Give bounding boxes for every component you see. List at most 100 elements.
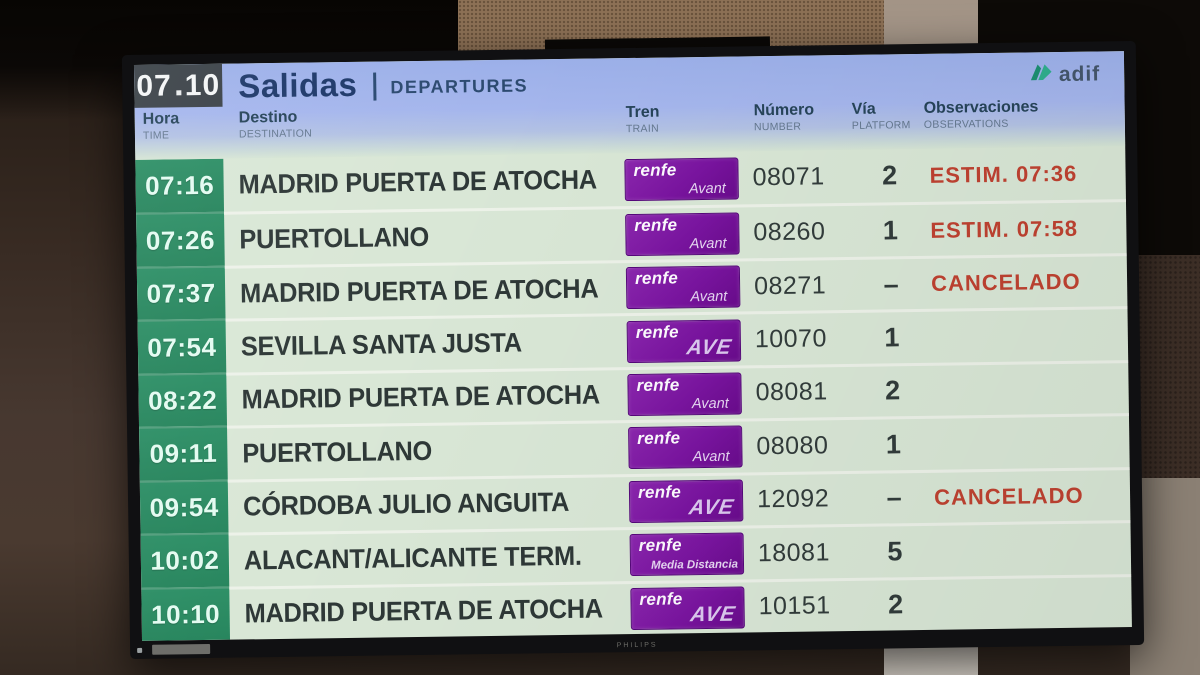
- destination-cell: SEVILLA SANTA JUSTA: [226, 316, 628, 372]
- renfe-wordmark: renfe: [635, 321, 679, 342]
- renfe-logo: renfe Avant: [624, 157, 739, 201]
- adif-logo-icon: [1028, 62, 1054, 87]
- train-number: 08080: [756, 431, 829, 461]
- destination-cell: PUERTOLLANO: [224, 210, 626, 266]
- observation-text: [929, 416, 1130, 469]
- renfe-wordmark: renfe: [636, 375, 680, 395]
- title-departures: DEPARTURES: [390, 74, 529, 97]
- observation-text: [931, 577, 1132, 630]
- train-cell: renfe AVE: [630, 582, 759, 634]
- service-label: Avant: [689, 235, 727, 252]
- observation-text: [928, 309, 1129, 362]
- departure-time: 07:26: [136, 212, 225, 267]
- departure-time: 10:10: [141, 586, 231, 641]
- train-cell: renfe AVE: [626, 315, 756, 367]
- renfe-logo: renfe AVE: [628, 479, 744, 523]
- platform-number: 2: [881, 160, 898, 191]
- platform-number: 1: [885, 429, 902, 460]
- train-cell: renfe Avant: [627, 368, 756, 420]
- renfe-logo: renfe AVE: [626, 319, 742, 363]
- destination-cell: MADRID PUERTA DE ATOCHA: [225, 263, 627, 319]
- renfe-wordmark: renfe: [639, 589, 683, 609]
- column-header-numero: Número NUMBER: [753, 101, 815, 134]
- departure-time: 07:54: [137, 318, 227, 374]
- train-cell: renfe Avant: [625, 261, 755, 313]
- destination-text: MADRID PUERTA DE ATOCHA: [239, 273, 599, 309]
- destination-cell: MADRID PUERTA DE ATOCHA: [229, 584, 631, 640]
- title-divider: [373, 72, 377, 101]
- service-label: Media Distancia: [651, 558, 739, 573]
- train-number: 10070: [754, 324, 828, 354]
- destination-text: SEVILLA SANTA JUSTA: [240, 327, 522, 362]
- train-cell: renfe AVE: [628, 475, 758, 527]
- destination-text: CÓRDOBA JULIO ANGUITA: [242, 487, 570, 522]
- destination-cell: PUERTOLLANO: [227, 423, 629, 479]
- train-number: 18081: [757, 538, 831, 568]
- destination-text: MADRID PUERTA DE ATOCHA: [244, 593, 604, 629]
- column-sublabel: TIME: [142, 129, 170, 142]
- departure-time: 09:11: [139, 425, 228, 481]
- destination-cell: CÓRDOBA JULIO ANGUITA: [228, 477, 630, 533]
- board-header: 07 10 Salidas DEPARTURES: [133, 51, 1126, 160]
- column-label: Observaciones: [923, 98, 1039, 117]
- service-label: Avant: [690, 288, 728, 306]
- column-label: Destino: [238, 108, 298, 127]
- train-number: 12092: [756, 484, 830, 514]
- train-number: 08081: [755, 377, 828, 407]
- service-label: Avant: [692, 449, 730, 466]
- renfe-logo: renfe AVE: [630, 586, 745, 630]
- renfe-logo: renfe Media Distancia: [629, 532, 745, 577]
- platform-number: 2: [887, 589, 904, 620]
- platform-number: 1: [882, 215, 899, 246]
- renfe-wordmark: renfe: [637, 428, 681, 449]
- title-salidas: Salidas: [238, 65, 358, 105]
- departure-time: 09:54: [139, 479, 229, 534]
- observation-text: CANCELADO: [930, 268, 1081, 296]
- train-cell: renfe Avant: [624, 151, 753, 206]
- departure-time: 08:22: [138, 372, 228, 428]
- destination-text: MADRID PUERTA DE ATOCHA: [241, 379, 601, 415]
- column-header-observaciones: Observaciones OBSERVATIONS: [923, 98, 1039, 131]
- board-title: Salidas DEPARTURES: [238, 63, 528, 105]
- train-cell: renfe Avant: [628, 421, 757, 473]
- renfe-logo: renfe Avant: [625, 212, 740, 256]
- observation-text: ESTIM. 07:58: [930, 215, 1079, 243]
- observation-text: [928, 363, 1129, 416]
- service-label: Avant: [691, 395, 729, 413]
- column-sublabel: TRAIN: [625, 122, 659, 136]
- clock-separator: [175, 90, 181, 96]
- clock-hours: 07: [136, 68, 172, 103]
- column-label: Hora: [142, 110, 180, 128]
- destination-cell: ALACANT/ALICANTE TERM.: [229, 530, 631, 586]
- column-header-tren: Tren TRAIN: [625, 103, 660, 136]
- train-number: 10151: [758, 591, 831, 621]
- adif-logo-text: adif: [1058, 61, 1101, 86]
- column-label: Tren: [625, 103, 660, 122]
- clock: 07 10: [133, 63, 223, 108]
- departure-time: 07:37: [136, 265, 226, 321]
- train-cell: renfe Avant: [625, 208, 754, 260]
- renfe-wordmark: renfe: [634, 215, 678, 235]
- column-label: Número: [753, 101, 815, 120]
- observation-text: [930, 523, 1131, 576]
- renfe-logo: renfe Avant: [628, 425, 743, 470]
- column-sublabel: OBSERVATIONS: [923, 117, 1009, 131]
- train-cell: renfe Media Distancia: [629, 528, 759, 580]
- column-header-destino: Destino DESTINATION: [238, 108, 313, 141]
- column-sublabel: DESTINATION: [238, 127, 313, 141]
- renfe-wordmark: renfe: [638, 535, 682, 556]
- renfe-logo: renfe Avant: [627, 372, 742, 417]
- adif-logo: adif: [1028, 61, 1101, 87]
- service-label: AVE: [687, 495, 737, 520]
- departure-time: 10:02: [140, 532, 230, 588]
- service-label: Avant: [688, 180, 726, 197]
- destination-text: PUERTOLLANO: [239, 221, 430, 255]
- departures-tv: 07 10 Salidas DEPARTURES: [121, 40, 1145, 660]
- column-sublabel: NUMBER: [753, 120, 802, 134]
- destination-cell: MADRID PUERTA DE ATOCHA: [223, 153, 625, 212]
- train-number: 08071: [752, 162, 825, 192]
- observation-text: ESTIM. 07:36: [929, 160, 1078, 188]
- destination-text: ALACANT/ALICANTE TERM.: [243, 540, 582, 576]
- service-label: AVE: [685, 335, 734, 359]
